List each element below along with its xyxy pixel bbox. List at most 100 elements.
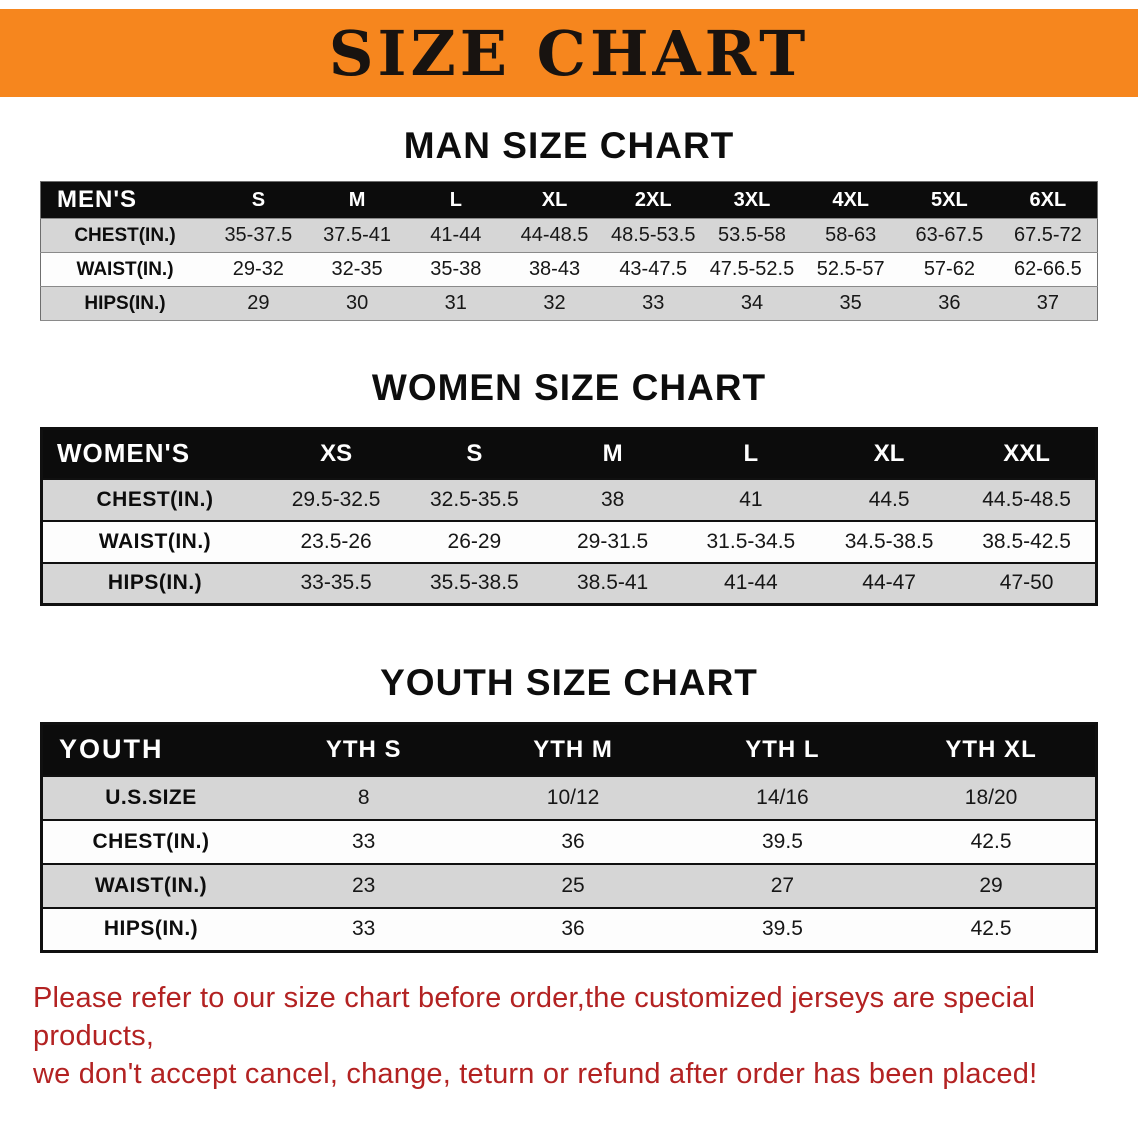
men-value-cell: 31 [444,292,467,314]
men-value-cell: 38-43 [528,258,581,280]
youth-value-cell: 14/16 [756,785,809,809]
men-header-row: MEN'S S M L XL 2XL 3XL 4XL 5XL 6XL [40,181,1098,219]
men-size-header: 2XL [634,188,672,211]
youth-value-cell: 18/20 [964,785,1018,809]
youth-value-cell: 8 [357,785,370,809]
men-size-header: S [251,188,266,211]
men-value-cell: 35-37.5 [224,224,293,246]
women-value-cell: 41-44 [724,571,778,595]
youth-value-cell: 33 [352,917,376,941]
youth-header-row: YOUTH YTH S YTH M YTH L YTH XL [41,723,1097,776]
youth-size-header: YTH L [745,735,820,763]
women-value-cell: 34.5-38.5 [844,529,934,553]
footnote-line-2: we don't accept cancel, change, teturn o… [33,1058,1038,1090]
women-value-cell: 23.5-26 [300,529,372,553]
men-value-cell: 53.5-58 [718,224,786,246]
men-value-cell: 48.5-53.5 [610,224,696,246]
youth-data-row: HIPS(IN.) 33 36 39.5 42.5 [41,907,1097,952]
women-size-header: XL [873,439,905,467]
youth-size-header: YTH S [325,735,402,763]
women-value-cell: 31.5-34.5 [706,529,796,553]
youth-value-cell: 42.5 [970,917,1012,941]
women-data-row: WAIST(IN.) 23.5-26 26-29 29-31.5 31.5-34.5 34… [41,520,1097,563]
women-value-cell: 41 [739,487,763,511]
men-data-row: WAIST(IN.) 29-32 32-35 35-38 38-43 43-47.5 47.… [40,252,1098,287]
youth-data-row: CHEST(IN.) 33 36 39.5 42.5 [41,819,1097,864]
youth-row-label: WAIST(IN.) [94,873,208,897]
women-corner-label: WOMEN'S [57,438,191,469]
women-value-cell: 44.5 [868,487,910,511]
women-value-cell: 32.5-35.5 [430,487,519,511]
men-table: MEN'S S M L XL 2XL 3XL 4XL 5XL 6XL CHEST(IN.) 35-37… [40,181,1098,321]
men-value-cell: 67.5-72 [1013,224,1082,246]
women-row-label: HIPS(IN.) [107,571,203,595]
men-value-cell: 29-32 [232,258,284,280]
women-row-label: WAIST(IN.) [98,529,212,553]
youth-value-cell: 10/12 [546,785,600,809]
youth-section-heading: YOUTH SIZE CHART [380,662,758,703]
men-data-row: HIPS(IN.) 29 30 31 32 33 34 35 36 37 [40,286,1098,321]
women-size-header: XS [320,439,353,467]
women-value-cell: 26-29 [447,529,502,553]
men-size-header: 4XL [832,188,870,211]
men-value-cell: 30 [345,292,369,314]
women-size-header: M [602,439,623,467]
men-value-cell: 34 [740,292,764,314]
men-row-label: WAIST(IN.) [76,258,174,280]
youth-data-row: U.S.SIZE 8 10/12 14/16 18/20 [41,775,1097,820]
youth-value-cell: 42.5 [970,829,1012,853]
youth-row-label: CHEST(IN.) [92,829,210,853]
youth-size-header: YTH M [533,735,613,763]
page-title: SIZE CHART [328,16,810,90]
women-value-cell: 29.5-32.5 [291,487,381,511]
men-section-heading: MAN SIZE CHART [403,125,735,166]
women-header-row: WOMEN'S XS S M L XL XXL [41,428,1097,479]
men-corner-label: MEN'S [57,186,138,213]
men-value-cell: 35 [839,292,862,314]
youth-table: YOUTH YTH S YTH M YTH L YTH XL U.S.SIZE 8 10/12… [40,722,1098,953]
youth-value-cell: 23 [352,873,376,897]
men-value-cell: 57-62 [923,258,975,280]
women-size-header: L [743,439,759,467]
men-size-table: MEN'S S M L XL 2XL 3XL 4XL 5XL 6XL CHEST(IN.) 35-37… [40,181,1098,321]
footnote-line-1: Please refer to our size chart before or… [33,982,1036,1052]
men-value-cell: 47.5-52.5 [709,258,795,280]
men-value-cell: 63-67.5 [915,224,984,246]
youth-data-row: WAIST(IN.) 23 25 27 29 [41,863,1097,908]
footnote: Please refer to our size chart before or… [33,979,1105,1093]
youth-value-cell: 36 [561,917,585,941]
youth-section: YOUTH SIZE CHART YOUTH YTH S YTH M YTH L YTH… [0,662,1138,953]
men-value-cell: 29 [247,292,270,314]
men-size-header: L [449,188,462,211]
youth-value-cell: 39.5 [762,829,803,853]
men-value-cell: 41-44 [430,224,482,246]
women-value-cell: 44-47 [862,571,916,595]
men-value-cell: 32 [543,292,566,314]
men-size-header: M [348,188,366,211]
women-value-cell: 35.5-38.5 [430,571,519,595]
women-table: WOMEN'S XS S M L XL XXL CHEST(IN.) 29.5-32.5 32.5… [40,427,1098,606]
women-value-cell: 47-50 [999,571,1054,595]
women-size-header: S [466,439,483,467]
banner: SIZE CHART [0,9,1138,97]
women-data-row: HIPS(IN.) 33-35.5 35.5-38.5 38.5-41 41-44 44-… [41,562,1097,605]
women-value-cell: 38 [600,487,625,511]
women-section: WOMEN SIZE CHART WOMEN'S XS S M L XL XXL CHEST(… [0,367,1138,606]
men-section: MAN SIZE CHART MEN'S S M L XL 2XL 3XL 4XL 5XL 6XL… [0,125,1138,321]
women-value-cell: 38.5-41 [577,571,649,595]
women-row-label: CHEST(IN.) [96,487,214,511]
men-value-cell: 33 [642,292,665,314]
youth-size-table: YOUTH YTH S YTH M YTH L YTH XL U.S.SIZE 8 10/12… [40,722,1098,953]
men-data-row: CHEST(IN.) 35-37.5 37.5-41 41-44 44-48.5 48.5… [40,218,1098,253]
men-value-cell: 58-63 [825,224,877,246]
men-size-header: 5XL [931,188,968,211]
women-value-cell: 38.5-42.5 [982,529,1071,553]
men-value-cell: 62-66.5 [1013,258,1082,280]
youth-value-cell: 29 [979,873,1003,897]
men-value-cell: 35-38 [430,258,482,280]
men-value-cell: 37.5-41 [323,224,391,246]
women-data-row: CHEST(IN.) 29.5-32.5 32.5-35.5 38 41 44.5 44.5… [41,478,1097,521]
youth-row-label: U.S.SIZE [105,785,197,809]
women-size-table: WOMEN'S XS S M L XL XXL CHEST(IN.) 29.5-32.5 32.5… [40,427,1098,606]
